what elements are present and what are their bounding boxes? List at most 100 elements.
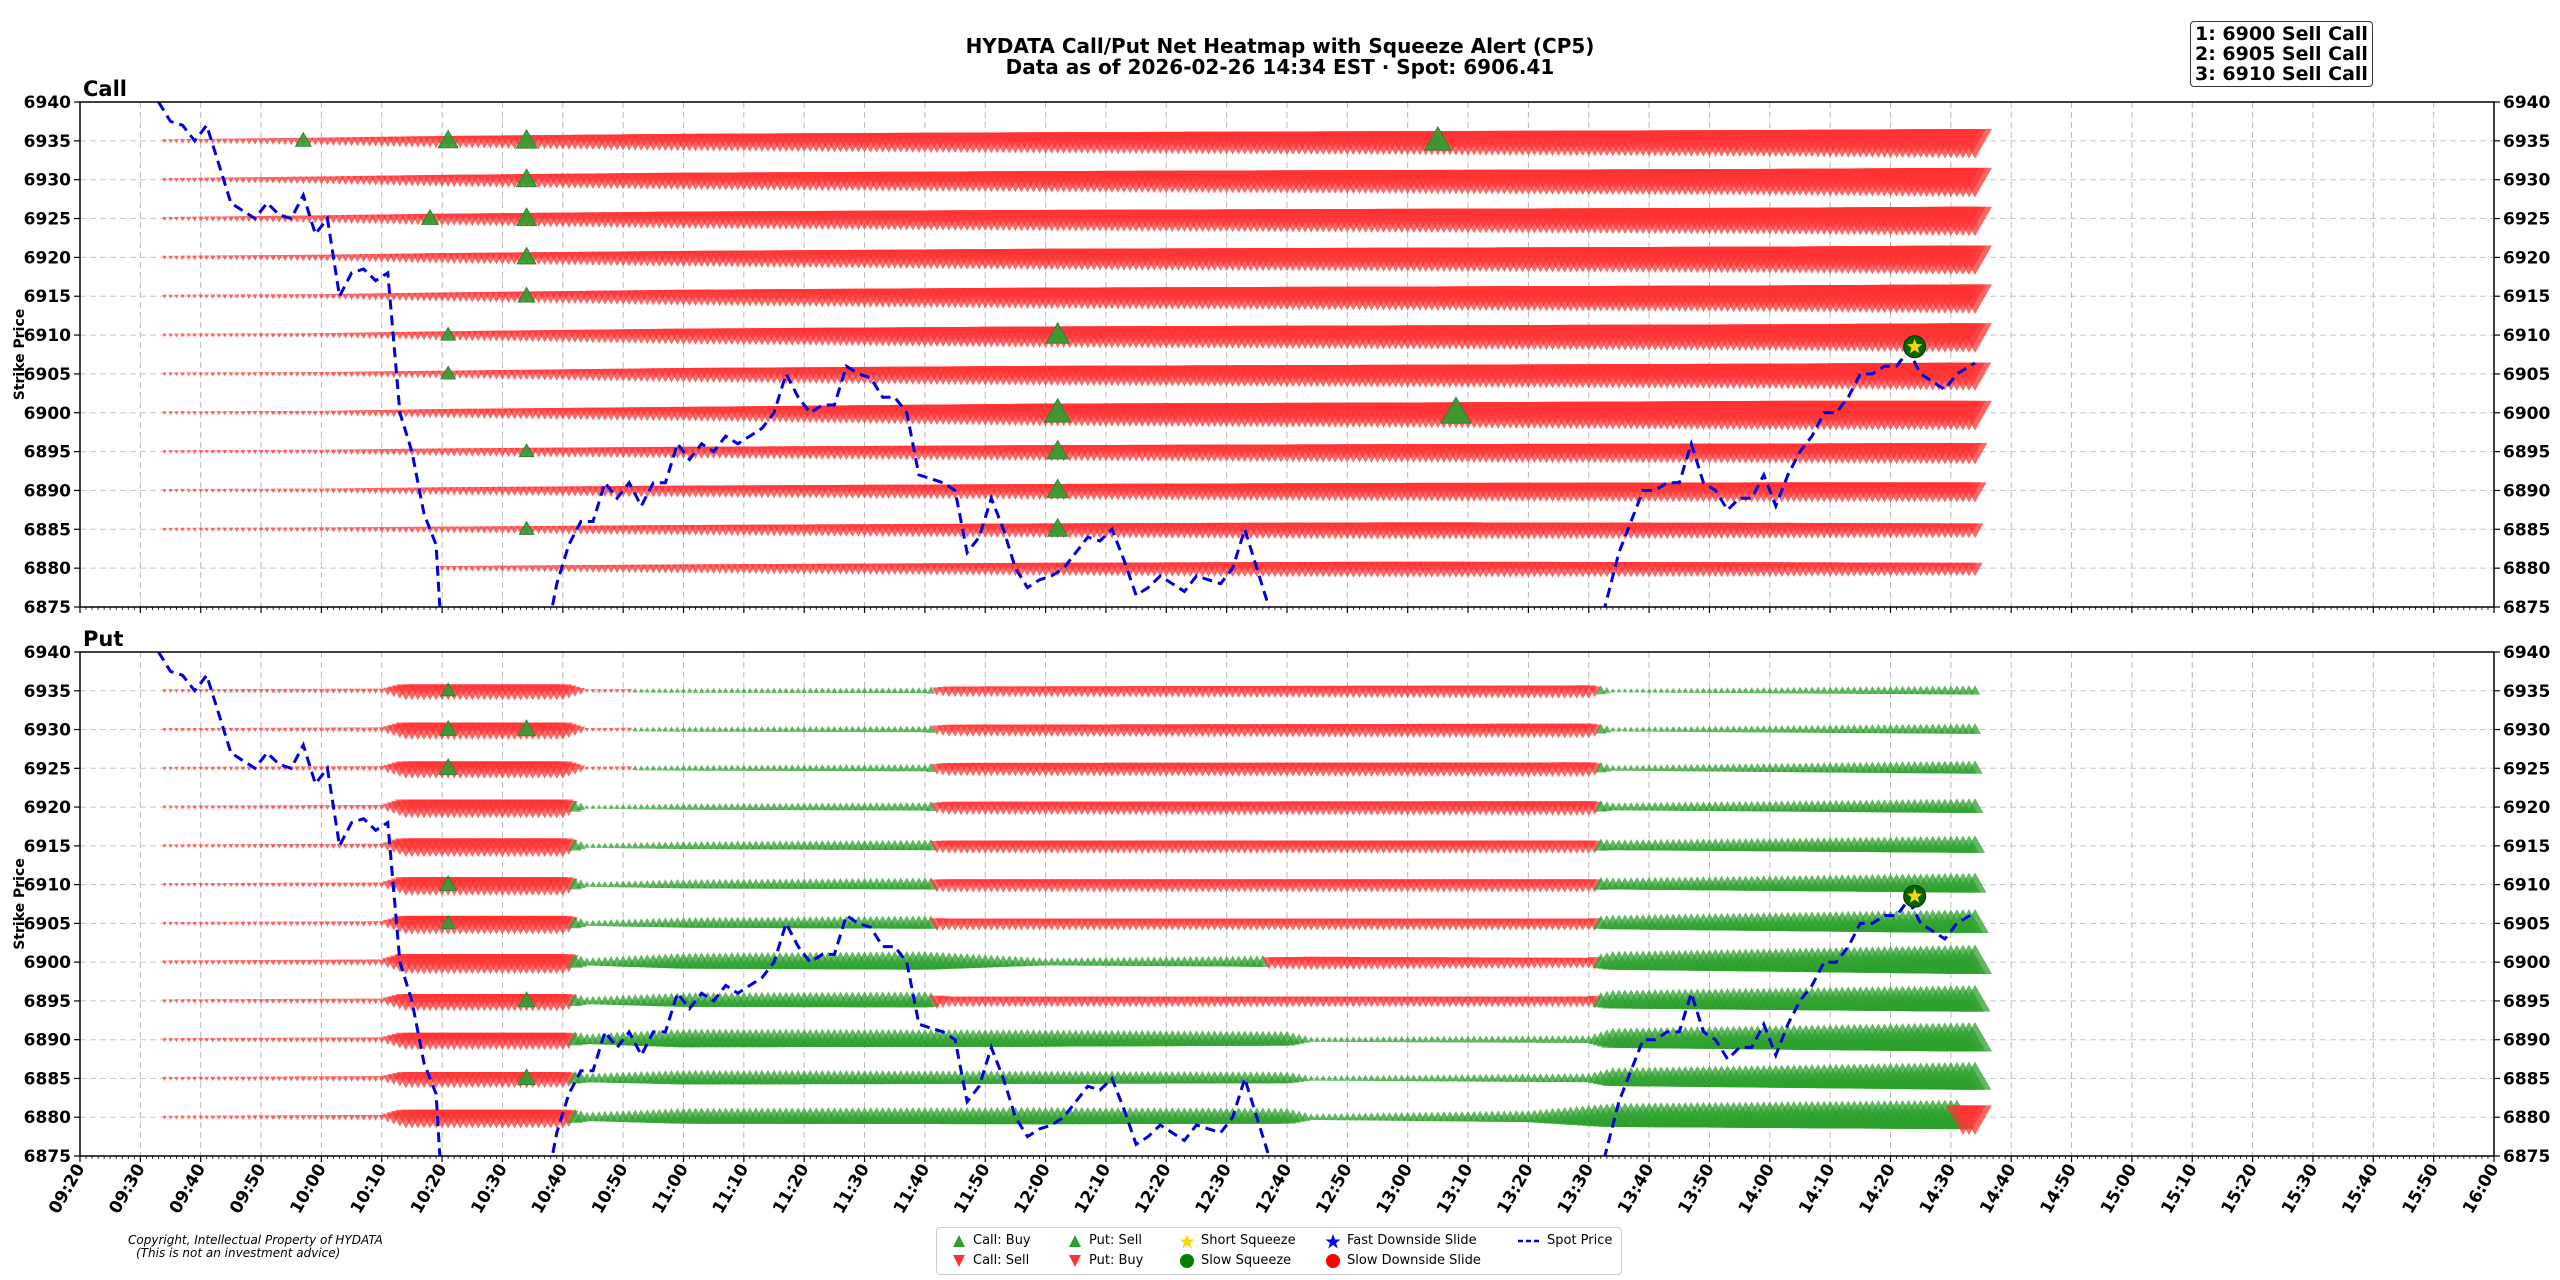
sell-marker	[186, 333, 191, 338]
sell-marker	[608, 766, 614, 771]
sell-marker	[276, 410, 282, 416]
sell-marker	[210, 333, 216, 338]
sell-marker	[180, 333, 185, 338]
sell-marker	[180, 689, 185, 694]
y-tick-label: 6880	[24, 559, 71, 579]
buy-marker	[1843, 686, 1853, 694]
sell-marker	[365, 410, 374, 417]
sell-marker	[276, 294, 282, 300]
sell-marker	[300, 766, 307, 772]
buy-marker	[1651, 726, 1659, 732]
sell-marker	[582, 565, 592, 573]
sell-marker	[222, 527, 228, 532]
sell-marker	[227, 216, 235, 222]
sell-marker	[438, 526, 446, 534]
buy-marker	[770, 764, 778, 771]
buy-marker	[1813, 724, 1823, 733]
sell-marker	[180, 177, 186, 183]
buy-marker	[638, 726, 644, 732]
sell-marker	[364, 254, 375, 263]
sell-marker	[174, 372, 179, 377]
sell-marker	[1957, 129, 1992, 159]
sell-marker	[342, 688, 349, 694]
sell-marker	[312, 766, 319, 772]
sell-marker	[348, 727, 355, 733]
buy-marker	[1682, 687, 1689, 693]
buy-marker	[771, 687, 777, 693]
sell-marker	[258, 766, 264, 771]
sell-marker	[449, 448, 459, 457]
sell-marker	[407, 331, 417, 341]
chart-title: HYDATA Call/Put Net Heatmap with Squeeze…	[966, 34, 1595, 58]
sell-marker	[443, 448, 453, 457]
sell-marker	[626, 727, 632, 733]
sell-marker	[263, 215, 271, 223]
sell-marker	[564, 565, 574, 573]
sell-marker	[288, 294, 295, 300]
buy-marker	[1849, 686, 1859, 694]
buy-marker	[1748, 687, 1756, 694]
sell-marker	[390, 526, 398, 533]
sell-marker	[389, 409, 399, 418]
buy-alert-marker	[1046, 517, 1069, 537]
sell-marker	[180, 139, 186, 144]
sell-marker	[306, 294, 313, 300]
sell-marker	[287, 254, 295, 262]
buy-alert-marker	[1046, 478, 1070, 499]
sell-marker	[294, 766, 300, 772]
sell-marker	[377, 409, 386, 418]
sell-marker	[246, 333, 252, 338]
buy-alert-marker	[1043, 397, 1072, 423]
sell-marker	[306, 688, 313, 694]
sell-marker	[1962, 443, 1988, 465]
sell-marker	[360, 727, 367, 733]
sell-marker	[312, 527, 319, 533]
buy-marker	[813, 687, 820, 693]
sell-marker	[240, 449, 246, 455]
sell-marker	[264, 488, 270, 494]
buy-marker	[1790, 686, 1798, 694]
buy-marker	[878, 725, 887, 733]
buy-marker	[1814, 686, 1823, 694]
sell-marker	[1588, 686, 1602, 698]
buy-marker	[662, 765, 669, 771]
sell-marker	[318, 766, 325, 772]
buy-marker	[885, 687, 892, 694]
sell-marker	[450, 526, 459, 534]
sell-marker	[383, 293, 393, 301]
sell-marker	[439, 566, 446, 572]
sell-marker	[270, 294, 276, 300]
buy-marker	[1783, 724, 1793, 733]
sell-marker	[407, 487, 417, 495]
buy-marker	[1706, 687, 1713, 693]
sell-marker	[445, 565, 452, 572]
sell-marker	[612, 564, 622, 574]
sell-marker	[270, 688, 276, 694]
y-tick-label: 6905	[24, 365, 71, 385]
buy-marker	[1747, 725, 1756, 733]
sell-marker	[162, 216, 167, 221]
sell-marker	[210, 372, 216, 377]
sell-marker	[294, 410, 300, 416]
buy-marker	[668, 687, 675, 693]
sell-marker	[204, 488, 210, 493]
sell-marker	[192, 294, 197, 299]
sell-marker	[360, 766, 367, 772]
sell-marker	[468, 526, 477, 534]
sell-marker	[354, 332, 362, 339]
sell-marker	[233, 138, 241, 145]
sell-marker	[312, 333, 319, 338]
buy-marker	[1610, 688, 1616, 693]
sell-marker	[203, 138, 210, 144]
sell-marker	[455, 487, 465, 496]
sell-marker	[234, 766, 240, 771]
sell-marker	[316, 176, 326, 185]
y-tick-label: 6935	[24, 132, 71, 152]
buy-marker	[800, 725, 808, 732]
sell-marker	[294, 727, 300, 733]
sell-marker	[275, 215, 284, 223]
sell-marker	[174, 411, 179, 416]
sell-marker	[348, 449, 355, 455]
chart-subtitle: Data as of 2026-02-26 14:34 EST · Spot: …	[1006, 55, 1555, 79]
sell-marker	[330, 410, 337, 416]
